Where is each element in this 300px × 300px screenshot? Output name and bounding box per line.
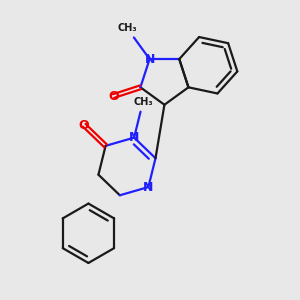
Text: O: O: [79, 119, 89, 132]
Text: CH₃: CH₃: [133, 97, 153, 106]
Text: CH₃: CH₃: [117, 23, 137, 33]
Text: N: N: [129, 131, 139, 144]
Text: O: O: [108, 89, 119, 103]
Text: N: N: [144, 52, 155, 66]
Text: N: N: [143, 181, 154, 194]
